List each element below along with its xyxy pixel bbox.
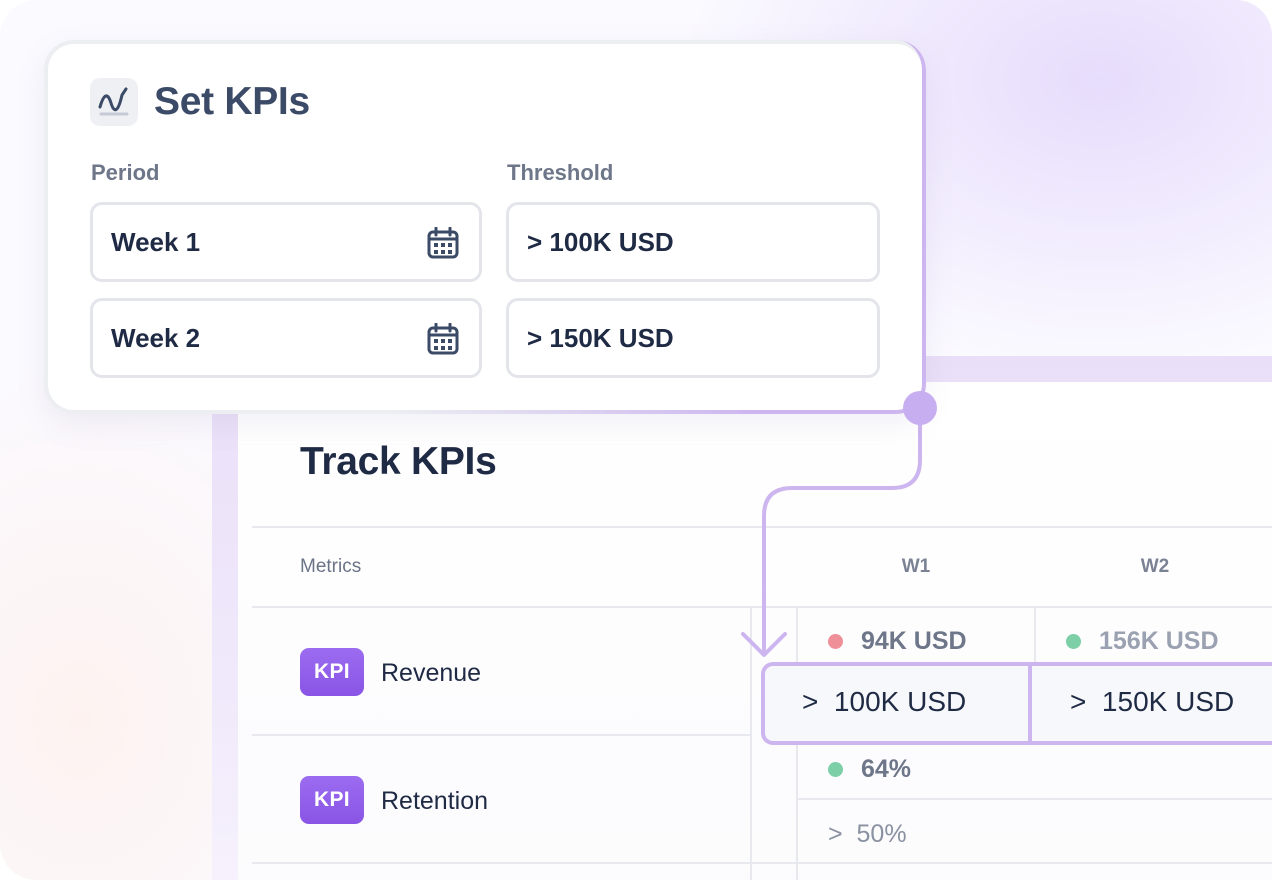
wave-chart-icon bbox=[90, 78, 138, 126]
period-field-week-2[interactable]: Week 2 bbox=[90, 298, 482, 378]
retention-w1-value: 64% bbox=[828, 755, 911, 784]
revenue-w1-value-text: 94K USD bbox=[861, 627, 967, 655]
status-dot-below bbox=[828, 634, 843, 649]
revenue-w1-threshold: > 100K USD bbox=[802, 686, 966, 718]
status-dot-above bbox=[828, 762, 843, 777]
threshold-field-week-1[interactable]: > 100K USD bbox=[506, 202, 880, 282]
threshold-value: > 150K USD bbox=[527, 322, 674, 353]
threshold-value: > 100K USD bbox=[527, 226, 674, 257]
metric-label-retention: Retention bbox=[381, 787, 489, 815]
status-dot-above bbox=[1066, 634, 1081, 649]
revenue-w2-threshold: > 150K USD bbox=[1070, 686, 1234, 718]
row-divider bbox=[796, 798, 1272, 800]
threshold-row-divider bbox=[1028, 666, 1032, 741]
column-divider-metrics bbox=[750, 606, 752, 880]
table-top-divider bbox=[252, 526, 1272, 528]
kpi-badge: KPI bbox=[300, 648, 364, 696]
column-header-w2: W2 bbox=[1140, 556, 1170, 577]
threshold-value: 50% bbox=[856, 820, 907, 848]
retention-w1-threshold: > 50% bbox=[828, 820, 907, 849]
revenue-w2-value: 156K USD bbox=[1066, 627, 1219, 656]
column-divider-w2 bbox=[1034, 606, 1036, 664]
revenue-w1-value: 94K USD bbox=[828, 627, 967, 656]
row-divider bbox=[252, 862, 1272, 864]
revenue-w2-value-text: 156K USD bbox=[1099, 627, 1219, 655]
track-kpis-panel bbox=[238, 382, 1272, 880]
threshold-operator: > bbox=[1070, 686, 1087, 717]
period-field-week-1[interactable]: Week 1 bbox=[90, 202, 482, 282]
table-header-divider bbox=[252, 606, 1272, 608]
period-value: Week 1 bbox=[111, 226, 201, 257]
row-divider bbox=[252, 734, 752, 736]
calendar-icon[interactable] bbox=[427, 227, 459, 259]
threshold-label: Threshold bbox=[507, 160, 614, 185]
set-kpis-title: Set KPIs bbox=[154, 80, 310, 123]
column-header-w1: W1 bbox=[901, 556, 931, 577]
metric-label-revenue: Revenue bbox=[381, 659, 482, 687]
threshold-field-week-2[interactable]: > 150K USD bbox=[506, 298, 880, 378]
threshold-value: 100K USD bbox=[833, 686, 967, 717]
threshold-operator: > bbox=[828, 820, 843, 848]
column-header-metrics: Metrics bbox=[300, 556, 362, 577]
connector-dot bbox=[903, 391, 937, 425]
kpi-badge: KPI bbox=[300, 776, 364, 824]
threshold-value: 150K USD bbox=[1101, 686, 1235, 717]
revenue-threshold-row bbox=[761, 662, 1272, 745]
period-label: Period bbox=[91, 160, 160, 185]
calendar-icon[interactable] bbox=[427, 323, 459, 355]
retention-w1-value-text: 64% bbox=[861, 755, 912, 783]
track-kpis-title: Track KPIs bbox=[300, 440, 497, 483]
threshold-operator: > bbox=[802, 686, 819, 717]
period-value: Week 2 bbox=[111, 322, 201, 353]
